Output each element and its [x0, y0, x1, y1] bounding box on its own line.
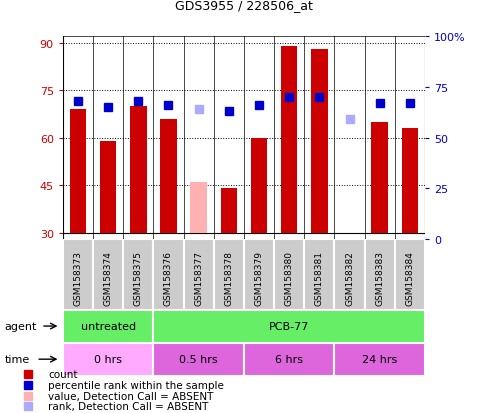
Bar	[251, 138, 267, 233]
Text: GSM158378: GSM158378	[224, 250, 233, 305]
Bar	[274, 240, 304, 310]
Bar	[281, 47, 298, 233]
Text: GSM158380: GSM158380	[284, 250, 294, 305]
Bar	[244, 240, 274, 310]
Text: 0 hrs: 0 hrs	[94, 354, 122, 364]
Bar	[213, 240, 244, 310]
Bar	[63, 343, 154, 376]
Bar	[371, 123, 388, 233]
Bar	[63, 240, 93, 310]
Text: time: time	[5, 354, 30, 364]
Text: GSM158375: GSM158375	[134, 250, 143, 305]
Bar	[154, 240, 184, 310]
Text: count: count	[48, 369, 78, 379]
Text: GSM158373: GSM158373	[73, 250, 83, 305]
Text: percentile rank within the sample: percentile rank within the sample	[48, 380, 224, 390]
Bar	[160, 119, 177, 233]
Text: GDS3955 / 228506_at: GDS3955 / 228506_at	[175, 0, 313, 12]
Text: GSM158379: GSM158379	[255, 250, 264, 305]
Bar	[304, 240, 334, 310]
Bar	[365, 240, 395, 310]
Text: GSM158381: GSM158381	[315, 250, 324, 305]
Bar	[184, 240, 213, 310]
Text: agent: agent	[5, 321, 37, 331]
Text: GSM158376: GSM158376	[164, 250, 173, 305]
Bar	[154, 343, 244, 376]
Text: value, Detection Call = ABSENT: value, Detection Call = ABSENT	[48, 391, 213, 401]
Text: GSM158384: GSM158384	[405, 250, 414, 305]
Text: untreated: untreated	[81, 321, 136, 331]
Bar	[190, 183, 207, 233]
Bar	[221, 189, 237, 233]
Text: GSM158374: GSM158374	[103, 250, 113, 305]
Bar	[334, 240, 365, 310]
Bar	[100, 142, 116, 233]
Bar	[395, 240, 425, 310]
Bar	[63, 310, 154, 343]
Text: 0.5 hrs: 0.5 hrs	[179, 354, 218, 364]
Bar	[70, 110, 86, 233]
Bar	[123, 240, 154, 310]
Text: PCB-77: PCB-77	[269, 321, 310, 331]
Text: GSM158383: GSM158383	[375, 250, 384, 305]
Bar	[244, 343, 334, 376]
Bar	[311, 50, 327, 233]
Text: 6 hrs: 6 hrs	[275, 354, 303, 364]
Bar	[335, 343, 425, 376]
Text: 24 hrs: 24 hrs	[362, 354, 398, 364]
Text: rank, Detection Call = ABSENT: rank, Detection Call = ABSENT	[48, 401, 209, 411]
Bar	[154, 310, 425, 343]
Bar	[130, 107, 146, 233]
Text: GSM158377: GSM158377	[194, 250, 203, 305]
Bar	[402, 129, 418, 233]
Text: GSM158382: GSM158382	[345, 250, 354, 305]
Bar	[93, 240, 123, 310]
